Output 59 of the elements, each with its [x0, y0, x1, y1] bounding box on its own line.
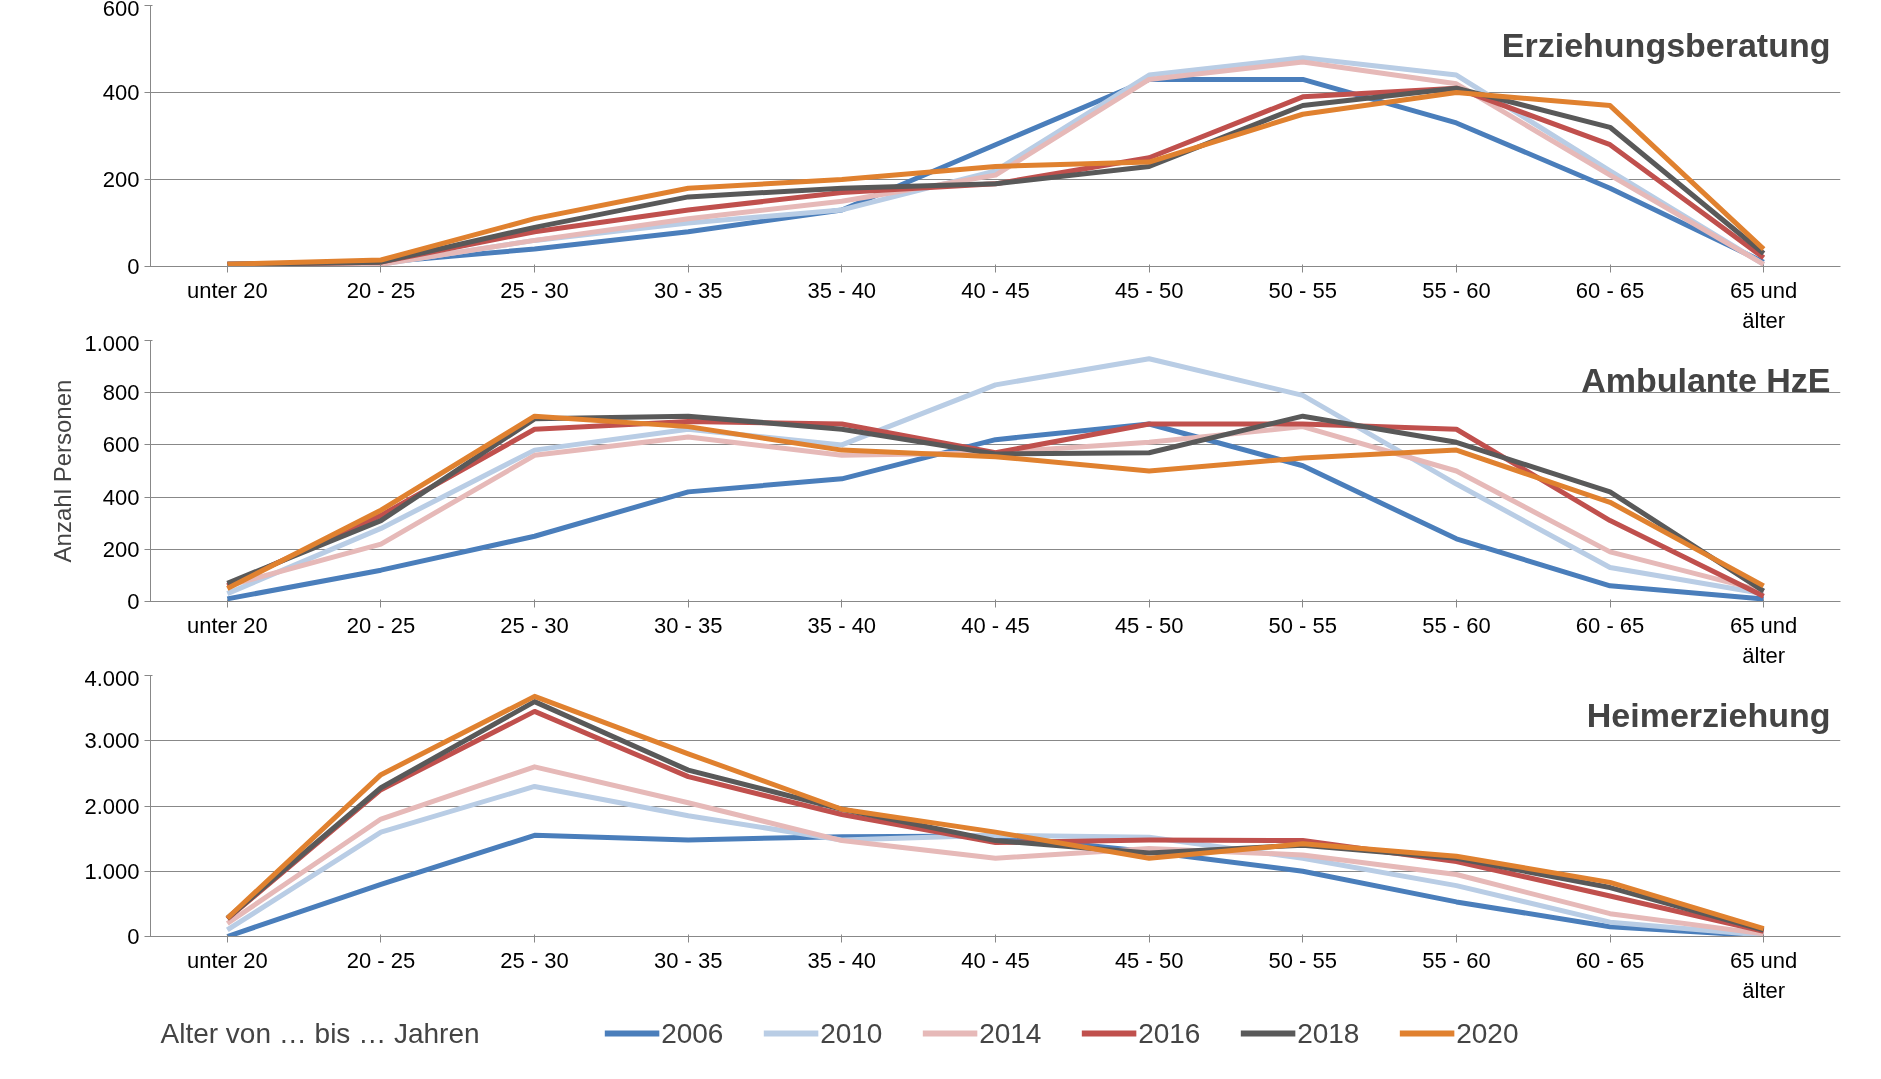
x-tick-label: unter 20 [186, 612, 268, 638]
y-tick-label: 0 [127, 254, 140, 279]
x-tick-label: 45 - 50 [1114, 612, 1184, 638]
y-tick-label: 800 [102, 380, 140, 406]
x-tick-label: 40 - 45 [961, 612, 1030, 638]
legend-label: 2014 [979, 1018, 1042, 1049]
text: Erziehungsberatung [1501, 25, 1831, 64]
x-tick-label: unter 20 [186, 947, 268, 973]
x-tick-label: 55 - 60 [1422, 947, 1491, 973]
y-tick-label: 400 [102, 80, 140, 105]
x-tick-label: 50 - 55 [1268, 612, 1338, 638]
x-tick-label: 25 - 30 [500, 947, 569, 973]
x-tick-label: 20 - 25 [346, 612, 416, 638]
x-tick-label: 40 - 45 [961, 947, 1030, 973]
y-tick-label: 4.000 [84, 665, 140, 691]
x-tick-label: 60 - 65 [1575, 947, 1645, 973]
x-tick-label: 55 - 60 [1422, 277, 1491, 303]
text: Heimerziehung [1586, 695, 1831, 734]
y-tick-label: 400 [102, 484, 140, 510]
x-tick-label: 35 - 40 [807, 612, 877, 638]
x-tick-label: 30 - 35 [653, 277, 723, 303]
y-tick-label: 0 [127, 924, 140, 949]
y-tick-label: 1.000 [84, 330, 140, 356]
x-tick-label: 65 und älter [1730, 947, 1798, 1003]
x-tick-label: 50 - 55 [1268, 277, 1338, 303]
y-tick-label: 2.000 [84, 793, 140, 819]
y-axis-title: Anzahl Personen [49, 379, 77, 563]
legend-label: 2006 [661, 1018, 724, 1049]
x-tick-label: 45 - 50 [1114, 277, 1184, 303]
x-tick-label: 65 und älter [1730, 277, 1798, 333]
x-tick-label: 45 - 50 [1114, 947, 1184, 973]
x-tick-label: 35 - 40 [807, 277, 877, 303]
x-axis-title: Alter von … bis … Jahren [160, 1018, 480, 1049]
x-tick-label: 40 - 45 [961, 277, 1030, 303]
text: Ambulante HzE [1581, 360, 1831, 399]
y-tick-label: 600 [102, 0, 140, 21]
x-tick-label: 20 - 25 [346, 277, 416, 303]
y-tick-label: 600 [102, 432, 140, 458]
x-tick-label: 20 - 25 [346, 947, 416, 973]
x-tick-label: 60 - 65 [1575, 277, 1645, 303]
x-tick-label: 55 - 60 [1422, 612, 1491, 638]
x-tick-label: 25 - 30 [500, 612, 569, 638]
y-tick-label: 200 [102, 167, 140, 192]
x-tick-label: 25 - 30 [500, 277, 569, 303]
x-tick-label: unter 20 [186, 277, 268, 303]
y-tick-label: 1.000 [84, 858, 140, 884]
x-tick-label: 50 - 55 [1268, 947, 1338, 973]
x-tick-label: 30 - 35 [653, 612, 723, 638]
legend-label: 2020 [1456, 1018, 1519, 1049]
x-tick-label: 35 - 40 [807, 947, 877, 973]
x-tick-label: 65 und älter [1730, 612, 1798, 668]
y-tick-label: 3.000 [84, 728, 140, 754]
legend-label: 2016 [1138, 1018, 1201, 1049]
y-tick-label: 200 [102, 536, 140, 562]
legend-label: 2010 [820, 1018, 883, 1049]
legend-label: 2018 [1297, 1018, 1360, 1049]
x-tick-label: 30 - 35 [653, 947, 723, 973]
y-tick-label: 0 [127, 589, 140, 614]
x-tick-label: 60 - 65 [1575, 612, 1645, 638]
